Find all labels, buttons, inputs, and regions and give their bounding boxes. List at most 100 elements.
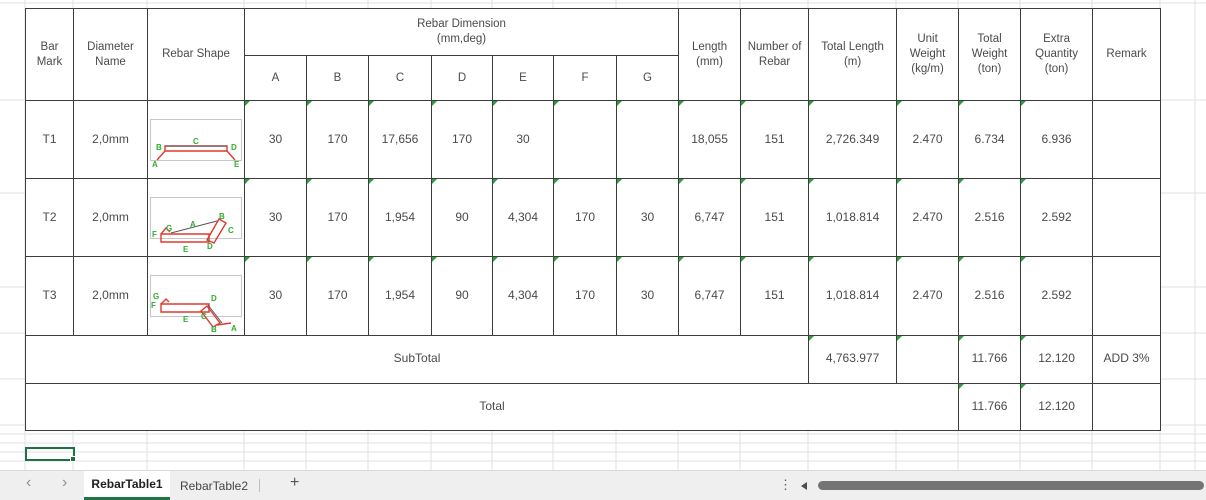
cell-total-length[interactable]: 2,726.349 xyxy=(808,99,898,180)
header-dim-c[interactable]: C xyxy=(368,55,432,101)
cell-number[interactable]: 151 xyxy=(740,178,810,258)
sheet-nav-next-icon[interactable]: › xyxy=(62,474,68,491)
cell-dim-d[interactable]: 170 xyxy=(431,99,493,180)
total-extra-cell[interactable]: 12.120 xyxy=(1020,382,1094,431)
header-length[interactable]: Length (mm) xyxy=(678,8,742,101)
add-sheet-button[interactable]: + xyxy=(290,474,300,491)
cell-dim-d[interactable]: 90 xyxy=(431,178,493,258)
cell-unit-weight[interactable]: 2.470 xyxy=(896,178,960,258)
cell-rebar-shape[interactable]: A B C D E F G xyxy=(147,178,245,258)
cell-dim-b[interactable]: 170 xyxy=(306,178,369,258)
cell-dim-g[interactable]: 30 xyxy=(615,178,680,258)
rebar-table: Bar Mark Diameter Name Rebar Shape Rebar… xyxy=(24,8,1162,431)
cell-dim-f[interactable]: 170 xyxy=(553,256,617,336)
cell-dim-d[interactable]: 90 xyxy=(431,256,493,336)
cell-extra[interactable]: 6.936 xyxy=(1020,99,1094,180)
cell-bar-mark[interactable]: T2 xyxy=(25,178,74,258)
cell-number[interactable]: 151 xyxy=(740,256,810,336)
header-dim-d[interactable]: D xyxy=(431,55,493,101)
cell-extra[interactable]: 2.592 xyxy=(1020,178,1094,258)
cell-dim-c[interactable]: 17,656 xyxy=(368,99,432,180)
header-rebar-dimension[interactable]: Rebar Dimension (mm,deg) xyxy=(243,8,680,56)
sheet-nav-prev-icon[interactable]: ‹ xyxy=(26,474,32,491)
header-dim-b[interactable]: B xyxy=(306,55,369,101)
cell-total-length[interactable]: 1,018.814 xyxy=(808,178,898,258)
cell-unit-weight[interactable]: 2.470 xyxy=(896,256,960,336)
header-dim-f[interactable]: F xyxy=(553,55,617,101)
header-unit-weight[interactable]: Unit Weight (kg/m) xyxy=(896,8,960,101)
cell-dim-c[interactable]: 1,954 xyxy=(368,178,432,258)
shape-label: B xyxy=(219,213,225,221)
cell-rebar-shape[interactable]: A B C D E xyxy=(147,99,245,180)
cell-length[interactable]: 6,747 xyxy=(678,256,742,336)
total-label-cell[interactable]: Total xyxy=(24,382,960,431)
cell-dim-a[interactable]: 30 xyxy=(244,178,307,258)
cell-remark[interactable] xyxy=(1092,99,1162,180)
cell-dim-g[interactable]: 30 xyxy=(615,256,680,336)
cell-dim-e[interactable]: 4,304 xyxy=(492,178,554,258)
header-dim-e[interactable]: E xyxy=(492,55,554,101)
cell-dim-b[interactable]: 170 xyxy=(306,99,369,180)
header-remark[interactable]: Remark xyxy=(1092,8,1162,101)
header-dim-g[interactable]: G xyxy=(615,55,680,101)
scroll-left-arrow-icon[interactable] xyxy=(801,482,807,490)
more-options-icon[interactable]: ⋮ xyxy=(779,477,792,492)
table-row-t2: T2 2,0mm A B C D E F G 30 170 xyxy=(25,178,1162,258)
header-extra-quantity[interactable]: Extra Quantity (ton) xyxy=(1020,8,1094,101)
header-bar-mark[interactable]: Bar Mark xyxy=(25,8,74,101)
tab-rebartable1[interactable]: RebarTable1 xyxy=(84,471,170,500)
table-row-subtotal: SubTotal 4,763.977 11.766 12.120 ADD 3% xyxy=(24,334,1162,384)
cell-dim-f[interactable]: 170 xyxy=(553,178,617,258)
cell-dim-g[interactable] xyxy=(615,99,680,180)
cell-dim-b[interactable]: 170 xyxy=(306,256,369,336)
horizontal-scrollbar-thumb[interactable] xyxy=(818,481,1204,490)
cell-number[interactable]: 151 xyxy=(740,99,810,180)
cell-remark[interactable] xyxy=(1092,178,1162,258)
cell-dim-a[interactable]: 30 xyxy=(244,256,307,336)
header-total-weight[interactable]: Total Weight (ton) xyxy=(958,8,1022,101)
subtotal-total-weight-cell[interactable]: 11.766 xyxy=(958,334,1022,384)
cell-dim-e[interactable]: 4,304 xyxy=(492,256,554,336)
cell-length[interactable]: 18,055 xyxy=(678,99,742,180)
header-number-of-rebar[interactable]: Number of Rebar xyxy=(740,8,810,101)
rebar-shape-drawing-t1: A B C D E xyxy=(150,118,242,169)
table-row-total: Total 11.766 12.120 xyxy=(24,382,1162,431)
subtotal-remark-cell[interactable]: ADD 3% xyxy=(1092,334,1162,384)
header-total-length[interactable]: Total Length (m) xyxy=(808,8,898,101)
header-diameter-name[interactable]: Diameter Name xyxy=(73,8,148,101)
shape-label: G xyxy=(166,224,172,233)
total-remark-cell[interactable] xyxy=(1092,382,1162,431)
total-total-weight-cell[interactable]: 11.766 xyxy=(958,382,1022,431)
tab-rebartable2[interactable]: RebarTable2 xyxy=(170,471,258,500)
cell-dim-c[interactable]: 1,954 xyxy=(368,256,432,336)
cell-bar-mark[interactable]: T3 xyxy=(25,256,74,336)
shape-label: A xyxy=(231,324,237,332)
cell-total-weight[interactable]: 6.734 xyxy=(958,99,1022,180)
cell-length[interactable]: 6,747 xyxy=(678,178,742,258)
cell-dim-f[interactable] xyxy=(553,99,617,180)
cell-extra[interactable]: 2.592 xyxy=(1020,256,1094,336)
cell-bar-mark[interactable]: T1 xyxy=(25,99,74,180)
cell-total-weight[interactable]: 2.516 xyxy=(958,256,1022,336)
cell-remark[interactable] xyxy=(1092,256,1162,336)
cell-total-weight[interactable]: 2.516 xyxy=(958,178,1022,258)
header-rebar-shape[interactable]: Rebar Shape xyxy=(147,8,245,101)
subtotal-total-length-cell[interactable]: 4,763.977 xyxy=(808,334,898,384)
shape-label: F xyxy=(151,301,156,310)
header-dim-a[interactable]: A xyxy=(244,55,307,101)
selected-cell[interactable] xyxy=(25,447,76,462)
cell-diameter[interactable]: 2,0mm xyxy=(73,256,148,336)
cell-unit-weight[interactable]: 2.470 xyxy=(896,99,960,180)
cell-dim-a[interactable]: 30 xyxy=(244,99,307,180)
subtotal-label-cell[interactable]: SubTotal xyxy=(24,334,810,384)
cell-diameter[interactable]: 2,0mm xyxy=(73,99,148,180)
cell-total-length[interactable]: 1,018.814 xyxy=(808,256,898,336)
cell-dim-e[interactable]: 30 xyxy=(492,99,554,180)
cell-rebar-shape[interactable]: A B C D E F G xyxy=(147,256,245,336)
cell-diameter[interactable]: 2,0mm xyxy=(73,178,148,258)
subtotal-unit-weight-cell[interactable] xyxy=(896,334,960,384)
shape-label: F xyxy=(152,230,157,239)
tab-label: RebarTable2 xyxy=(179,478,249,493)
sheet-tab-bar: ‹ › RebarTable1 RebarTable2 + ⋮ xyxy=(0,470,1206,500)
subtotal-extra-cell[interactable]: 12.120 xyxy=(1020,334,1094,384)
